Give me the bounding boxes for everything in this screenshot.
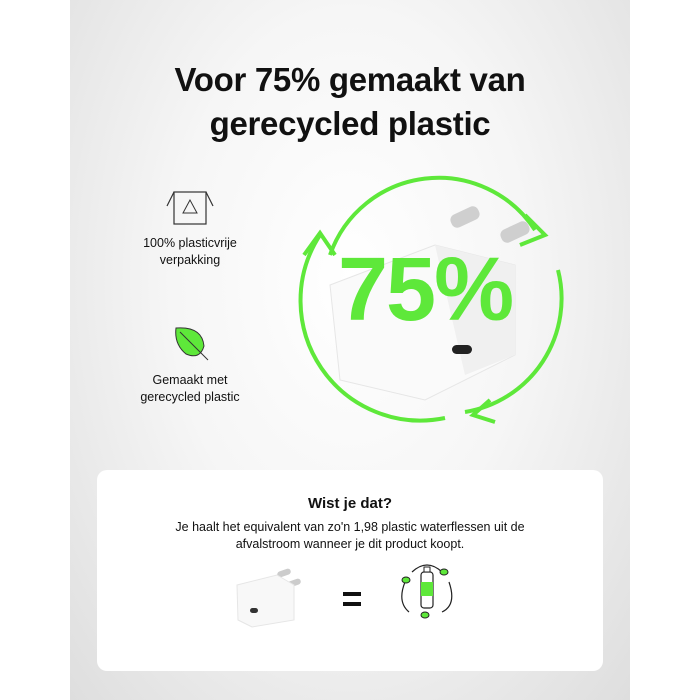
card-text-line: afvalstroom wanneer je dit product koopt… [235, 537, 465, 551]
feature-label: 100% plasticvrije [143, 236, 237, 250]
card-text: Je haalt het equivalent van zo'n 1,98 pl… [137, 519, 563, 553]
recycled-percent: 75% [338, 240, 514, 340]
feature-recycled: Gemaakt met gerecycled plastic [110, 372, 270, 406]
card-text-line: Je haalt het equivalent van zo'n 1,98 pl… [175, 520, 525, 534]
info-card: Wist je dat? Je haalt het equivalent van… [97, 470, 603, 671]
card-title: Wist je dat? [307, 495, 393, 512]
feature-label: Gemaakt met [152, 373, 228, 387]
recycle-arrows-icon [298, 175, 564, 424]
charger-small-image [236, 568, 301, 628]
title-line-1: Voor 75% gemaakt van [174, 61, 526, 98]
feature-label: gerecycled plastic [140, 390, 240, 404]
charger-image [329, 206, 530, 401]
recycle-box-icon [166, 191, 214, 225]
equals-icon [343, 592, 361, 606]
feature-packaging: 100% plasticvrije verpakking [110, 235, 270, 269]
page-title: Voor 75% gemaakt van gerecycled plastic [0, 58, 700, 146]
leaf-icon [175, 327, 209, 361]
recycled-bottle-icon [401, 564, 453, 619]
feature-label: verpakking [159, 253, 221, 267]
title-line-2: gerecycled plastic [209, 105, 491, 142]
